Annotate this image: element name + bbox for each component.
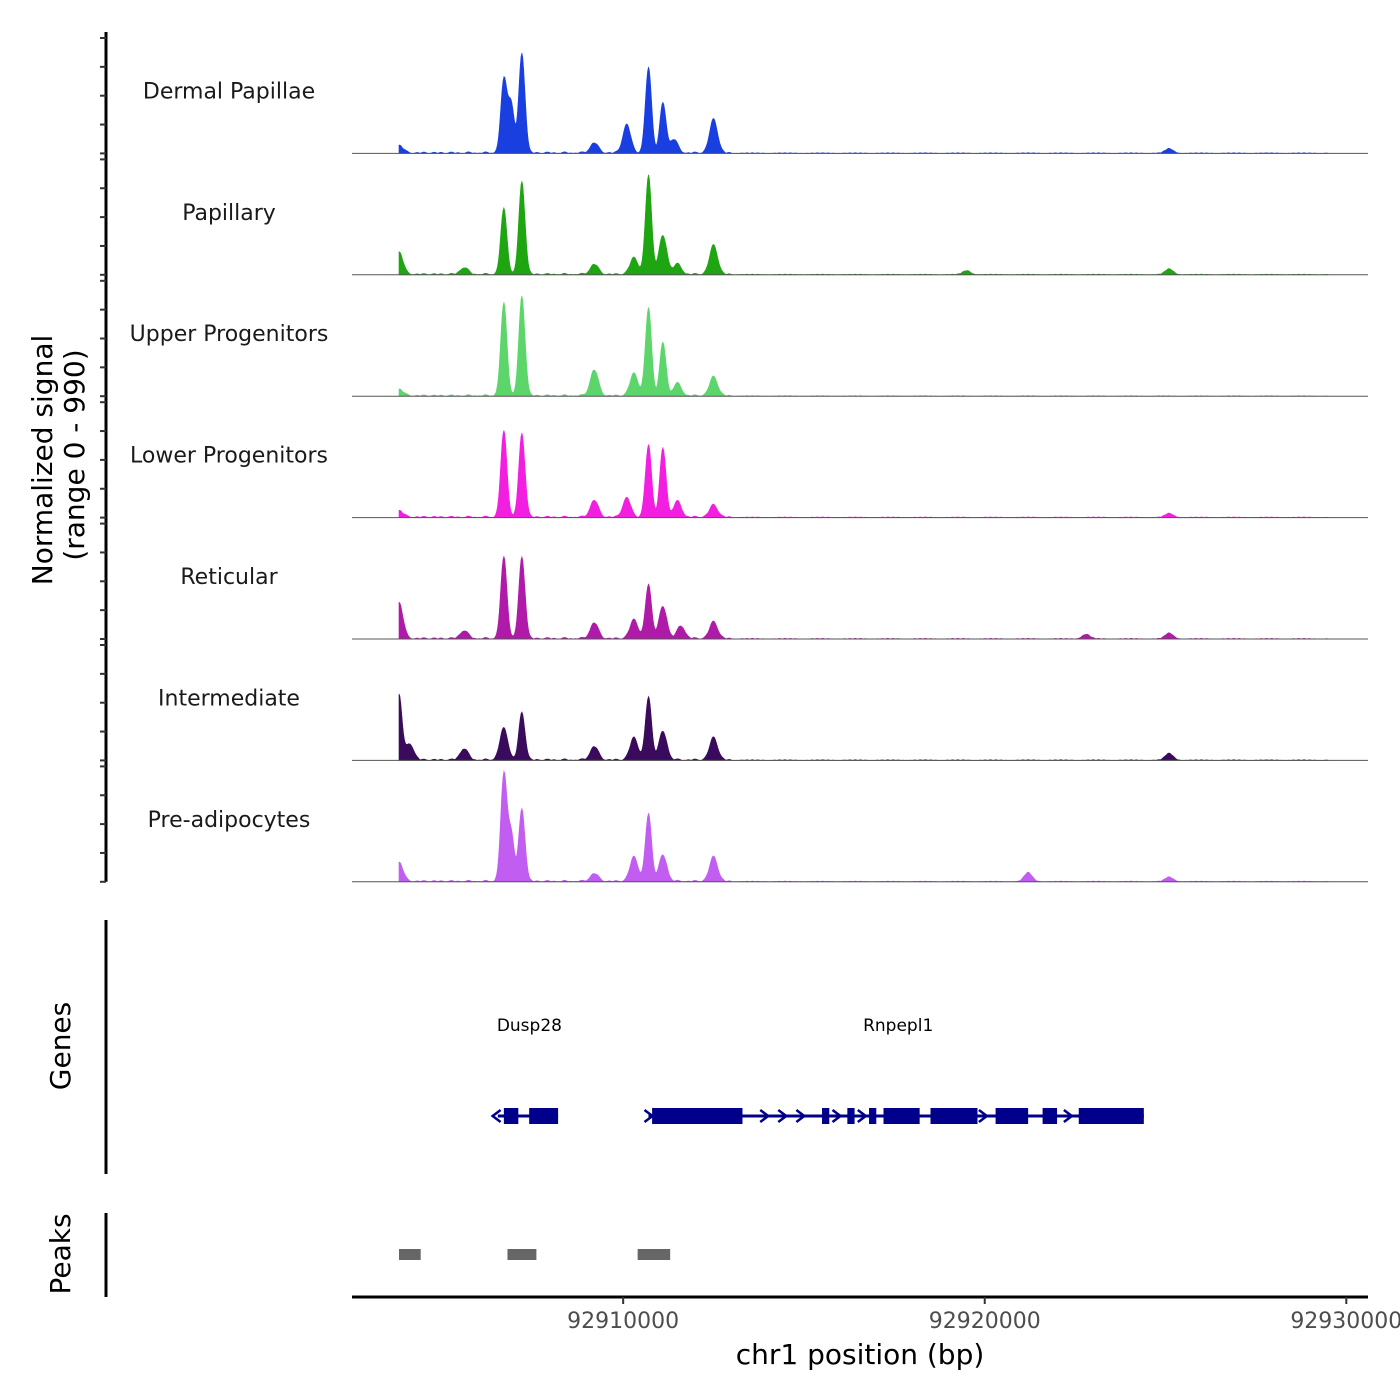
peak-region xyxy=(399,1249,421,1260)
gene-exon xyxy=(995,1108,1029,1124)
gene-exon xyxy=(822,1108,830,1124)
strand-arrow xyxy=(795,1109,807,1123)
gene-rnpepl1: Rnpepl1 xyxy=(643,1016,1144,1124)
signal-area xyxy=(398,295,1329,397)
peaks-axis-title: Peaks xyxy=(44,1213,77,1294)
x-tick-label: 92920000 xyxy=(929,1309,1041,1334)
track-label: Dermal Papillae xyxy=(143,79,315,104)
gene-annotation-track: Dusp28 Rnpepl1 xyxy=(490,1016,1144,1124)
strand-arrow xyxy=(759,1109,771,1123)
gene-exon xyxy=(503,1108,519,1124)
track-label: Intermediate xyxy=(158,686,300,711)
strand-arrow xyxy=(777,1109,789,1123)
strand-arrow xyxy=(643,1109,655,1123)
x-axis: 92910000 92920000 92930000 xyxy=(352,1295,1400,1334)
signal-area xyxy=(398,52,1329,154)
signal-area xyxy=(398,555,1329,640)
gene-exon xyxy=(1042,1108,1058,1124)
signal-tracks: Dermal Papillae Papillary Upper Progenitor… xyxy=(130,52,1368,883)
track-dermal-papillae: Dermal Papillae xyxy=(143,52,1368,154)
gene-exon xyxy=(652,1108,743,1124)
track-reticular: Reticular xyxy=(180,555,1368,640)
strand-arrow xyxy=(857,1109,868,1123)
gene-exon xyxy=(883,1108,920,1124)
strand-arrow xyxy=(490,1109,502,1123)
gene-exon xyxy=(869,1108,877,1124)
gene-label: Rnpepl1 xyxy=(863,1016,933,1036)
track-label: Pre-adipocytes xyxy=(148,808,311,833)
y-axes xyxy=(100,32,108,1297)
strand-arrow xyxy=(978,1109,990,1123)
track-pre-adipocytes: Pre-adipocytes xyxy=(148,770,1368,883)
signal-area xyxy=(398,693,1329,761)
gene-dusp28: Dusp28 xyxy=(490,1016,562,1124)
track-label: Upper Progenitors xyxy=(130,322,329,347)
track-papillary: Papillary xyxy=(182,174,1368,276)
signal-area xyxy=(398,174,1329,276)
strand-arrow xyxy=(831,1109,843,1123)
strand-arrow xyxy=(1063,1109,1074,1123)
track-lower-progenitors: Lower Progenitors xyxy=(130,430,1368,519)
track-upper-progenitors: Upper Progenitors xyxy=(130,295,1368,397)
signal-area xyxy=(398,430,1329,518)
gene-exon xyxy=(930,1108,978,1124)
y-axis-title-line2: (range 0 - 990) xyxy=(58,349,91,560)
track-intermediate: Intermediate xyxy=(158,686,1368,761)
genes-axis-title: Genes xyxy=(44,1002,77,1090)
y-axis-title-line1: Normalized signal xyxy=(26,335,59,586)
x-tick-label: 92930000 xyxy=(1290,1309,1400,1334)
gene-exon xyxy=(529,1108,559,1124)
gene-label: Dusp28 xyxy=(497,1016,562,1036)
peak-region xyxy=(637,1249,671,1260)
track-label: Lower Progenitors xyxy=(130,444,328,469)
track-label: Reticular xyxy=(180,565,278,590)
peak-regions-track xyxy=(399,1249,671,1260)
gene-exon xyxy=(847,1108,855,1124)
peak-region xyxy=(507,1249,537,1260)
x-tick-label: 92910000 xyxy=(567,1309,679,1334)
signal-area xyxy=(398,770,1329,883)
track-label: Papillary xyxy=(182,201,276,226)
x-axis-title: chr1 position (bp) xyxy=(736,1338,985,1371)
gene-exon xyxy=(1078,1108,1144,1124)
